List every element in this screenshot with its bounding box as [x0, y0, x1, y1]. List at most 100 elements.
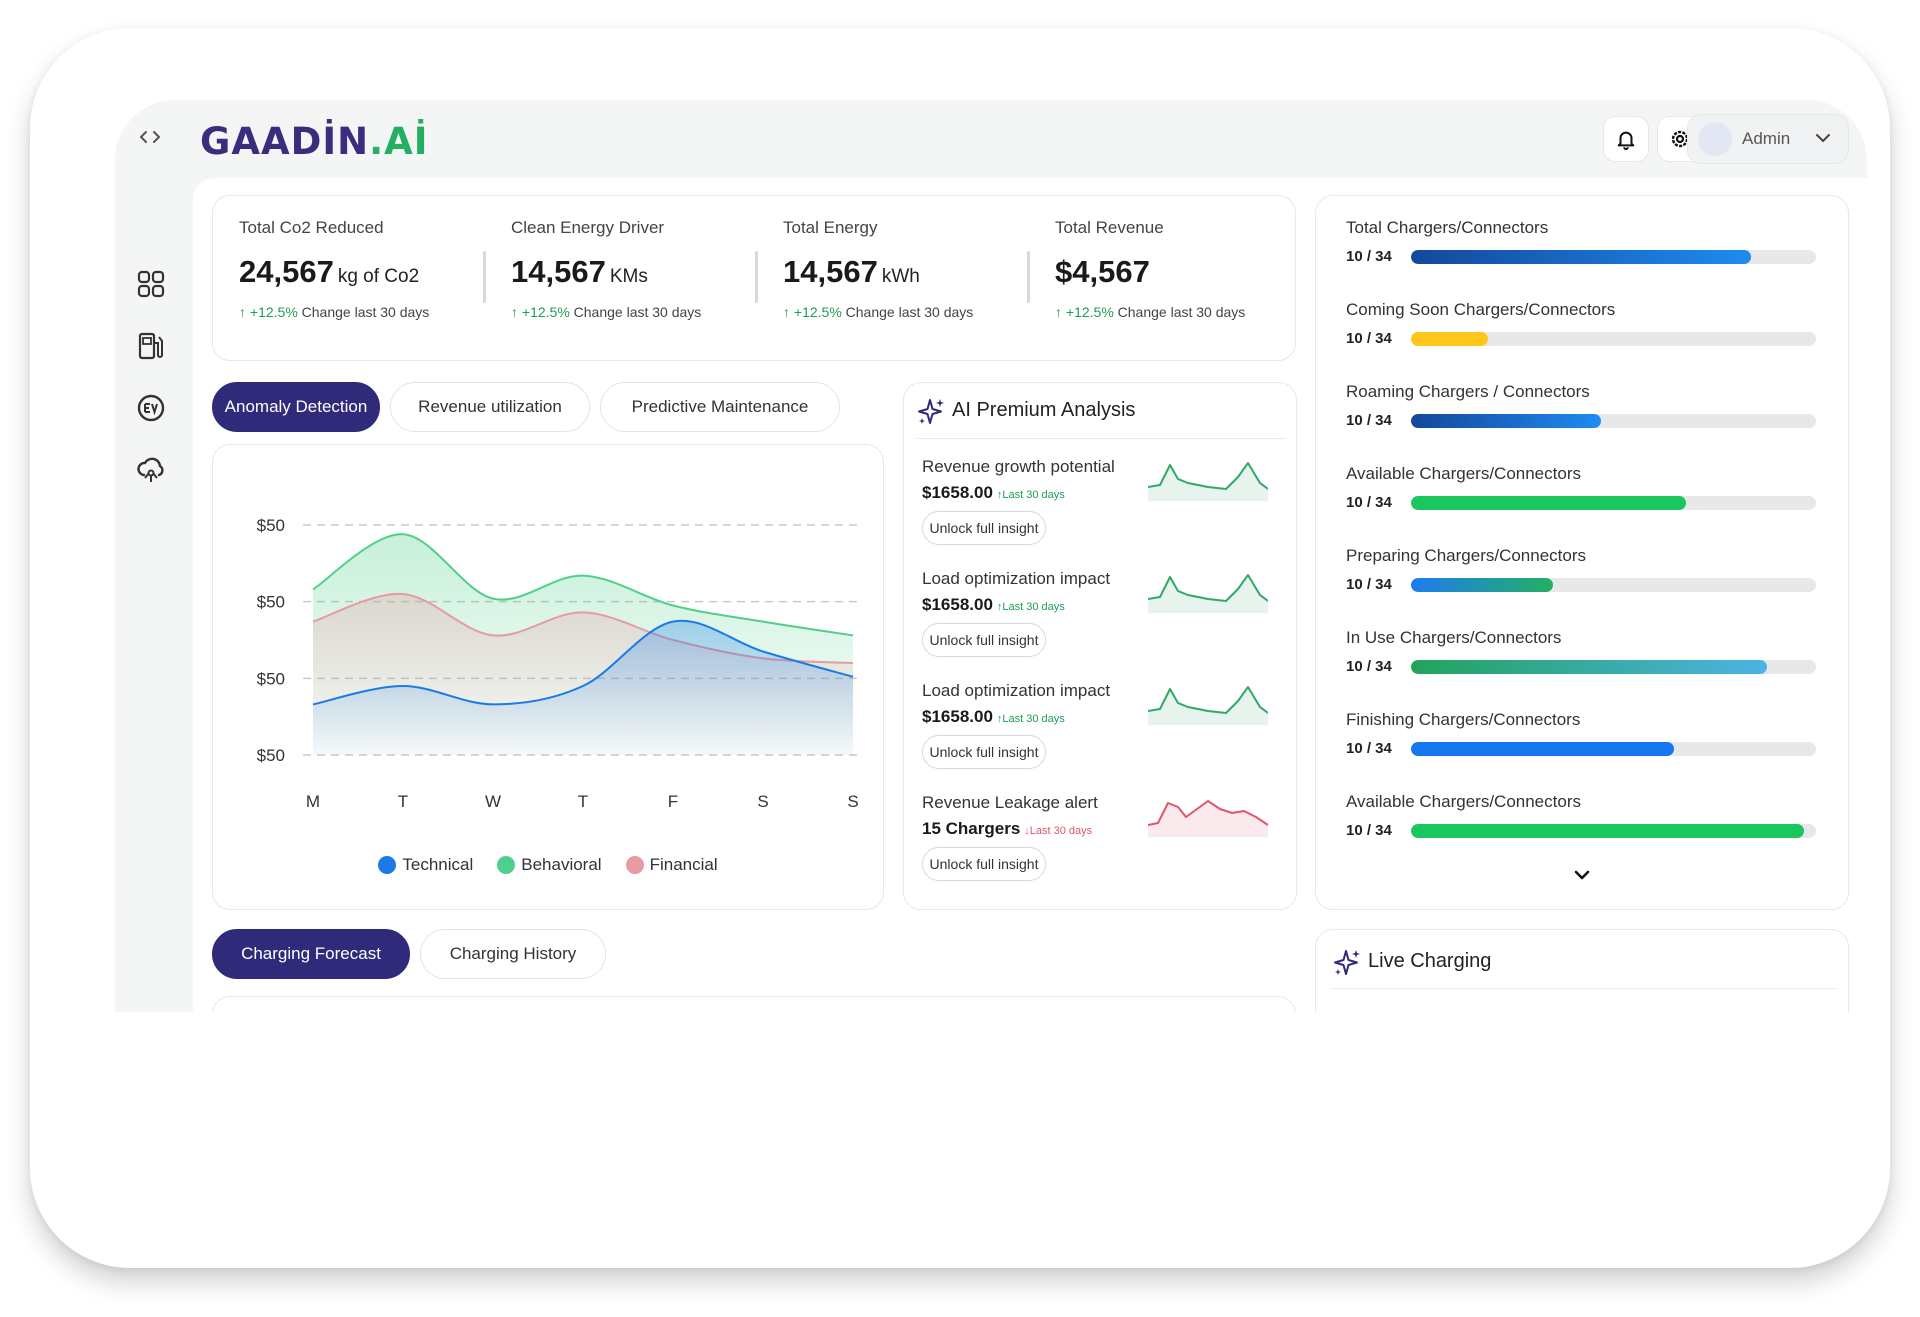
stat-number: 14,567 — [511, 254, 606, 289]
series-line-behavioral — [312, 533, 854, 637]
stat-label: Total Revenue — [1055, 218, 1164, 237]
charger-count: 10 / 34 — [1346, 494, 1392, 511]
legend-item-technical[interactable]: Technical — [378, 855, 473, 875]
stat-change-text: Change last 30 days — [301, 304, 430, 320]
charger-row-in-use: In Use Chargers/Connectors 10 / 34 — [1346, 628, 1816, 688]
legend-label: Technical — [402, 855, 474, 874]
logo-suffix: Aİ — [384, 120, 429, 163]
insight-period: ↑Last 30 days — [996, 713, 1065, 725]
chargers-card: Total Chargers/Connectors 10 / 34 Coming… — [1315, 195, 1849, 910]
legend-label: Financial — [649, 855, 718, 874]
insight-period-text: Last 30 days — [1002, 713, 1065, 725]
charger-progress-fill — [1411, 332, 1488, 346]
main-content: Total Co2 Reduced 24,567 kg of Co2 ↑ +12.… — [193, 178, 1867, 1012]
cloud-network-icon[interactable] — [135, 454, 167, 486]
sidebar-toggle-icon[interactable] — [137, 126, 163, 148]
charger-row-available-2: Available Chargers/Connectors 10 / 34 — [1346, 792, 1816, 852]
y-tick-label: $50 — [257, 669, 285, 688]
tab-charging-history[interactable]: Charging History — [420, 929, 606, 979]
charger-progress-track — [1411, 660, 1816, 674]
stat-change: ↑ +12.5% Change last 30 days — [511, 304, 702, 320]
stat-number: 14,567 — [783, 254, 878, 289]
charger-progress-fill — [1411, 824, 1804, 838]
stat-value: $4,567 — [1055, 254, 1295, 290]
charger-progress-fill — [1411, 660, 1768, 674]
stat-clean-energy: Clean Energy Driver 14,567 KMs ↑ +12.5% C… — [511, 218, 751, 320]
x-tick-label: W — [485, 792, 501, 811]
dashboard-icon[interactable] — [135, 268, 167, 300]
charger-row-preparing: Preparing Chargers/Connectors 10 / 34 — [1346, 546, 1816, 606]
charger-progress-track — [1411, 578, 1816, 592]
y-tick-label: $50 — [257, 593, 285, 612]
insight-period: ↓Last 30 days — [1024, 825, 1093, 837]
user-name: Admin — [1742, 129, 1791, 148]
unlock-insight-button[interactable]: Unlock full insight — [922, 847, 1046, 881]
tab-charging-forecast[interactable]: Charging Forecast — [212, 929, 410, 979]
charger-progress-fill — [1411, 742, 1675, 756]
insight-number: $1658.00 — [922, 483, 993, 502]
charger-progress-track — [1411, 414, 1816, 428]
insight-value: $1658.00 ↑Last 30 days — [922, 595, 1292, 615]
notifications-button[interactable] — [1603, 116, 1649, 162]
tab-revenue-utilization[interactable]: Revenue utilization — [390, 382, 590, 432]
charger-progress-fill — [1411, 250, 1752, 264]
charger-label: Available Chargers/Connectors — [1346, 464, 1581, 483]
charger-row-total: Total Chargers/Connectors 10 / 34 — [1346, 218, 1816, 278]
stat-number: $4,567 — [1055, 254, 1150, 289]
insight-period-text: Last 30 days — [1029, 825, 1093, 837]
unlock-insight-button[interactable]: Unlock full insight — [922, 735, 1046, 769]
ev-badge-icon[interactable] — [135, 392, 167, 424]
charger-label: Available Chargers/Connectors — [1346, 792, 1581, 811]
insight-title: Load optimization impact — [922, 681, 1111, 700]
stat-co2: Total Co2 Reduced 24,567 kg of Co2 ↑ +12.… — [239, 218, 479, 320]
stat-change-pct: +12.5% — [1065, 304, 1114, 320]
stat-label: Clean Energy Driver — [511, 218, 665, 237]
charger-progress-track — [1411, 332, 1816, 346]
charger-label: Coming Soon Chargers/Connectors — [1346, 300, 1616, 319]
insight-title: Revenue Leakage alert — [922, 793, 1098, 812]
chevron-down-icon — [1816, 134, 1830, 143]
tab-predictive-maintenance[interactable]: Predictive Maintenance — [600, 382, 840, 432]
charger-count: 10 / 34 — [1346, 330, 1392, 347]
chart-legend: Technical Behavioral Financial — [213, 855, 883, 875]
sparkline-area — [1148, 801, 1268, 837]
sparkle-icon — [1334, 950, 1360, 975]
sparkline-area — [1148, 687, 1268, 725]
tab-anomaly-detection[interactable]: Anomaly Detection — [212, 382, 380, 432]
sparkline-line — [1148, 574, 1268, 602]
insight-value: $1658.00 ↑Last 30 days — [922, 483, 1292, 503]
sparkline-area — [1148, 463, 1268, 501]
charger-count: 10 / 34 — [1346, 576, 1392, 593]
legend-dot — [625, 856, 644, 874]
legend-item-financial[interactable]: Financial — [625, 855, 718, 875]
divider — [1332, 988, 1837, 989]
charger-count: 10 / 34 — [1346, 658, 1392, 675]
avatar — [1698, 122, 1732, 156]
unlock-insight-button[interactable]: Unlock full insight — [922, 511, 1046, 545]
unlock-insight-button[interactable]: Unlock full insight — [922, 623, 1046, 657]
charger-count: 10 / 34 — [1346, 822, 1392, 839]
stats-card: Total Co2 Reduced 24,567 kg of Co2 ↑ +12.… — [212, 195, 1296, 361]
stat-unit: KMs — [609, 266, 648, 287]
insight-period: ↑Last 30 days — [996, 601, 1065, 613]
ev-station-icon[interactable] — [135, 330, 167, 362]
expand-chevron-icon[interactable] — [1573, 868, 1591, 882]
ai-panel-title: AI Premium Analysis — [952, 399, 1136, 421]
charger-count: 10 / 34 — [1346, 412, 1392, 429]
stat-divider — [755, 251, 758, 303]
insight-value: $1658.00 ↑Last 30 days — [922, 707, 1292, 727]
live-charging-title: Live Charging — [1368, 950, 1492, 972]
x-tick-label: S — [757, 792, 768, 811]
sparkline-line — [1148, 462, 1268, 490]
legend-item-behavioral[interactable]: Behavioral — [497, 855, 602, 875]
sparkline-line — [1148, 800, 1268, 826]
stat-change-pct: +12.5% — [793, 304, 842, 320]
stat-change-text: Change last 30 days — [845, 304, 974, 320]
bell-icon — [1617, 131, 1635, 150]
stat-label: Total Energy — [783, 218, 878, 237]
insight-item: Load optimization impact $1658.00 ↑Last 3… — [922, 569, 1292, 669]
insight-period: ↑Last 30 days — [996, 489, 1065, 501]
stat-divider — [483, 251, 486, 303]
user-menu[interactable]: Admin — [1687, 114, 1849, 164]
charger-count: 10 / 34 — [1346, 248, 1392, 265]
